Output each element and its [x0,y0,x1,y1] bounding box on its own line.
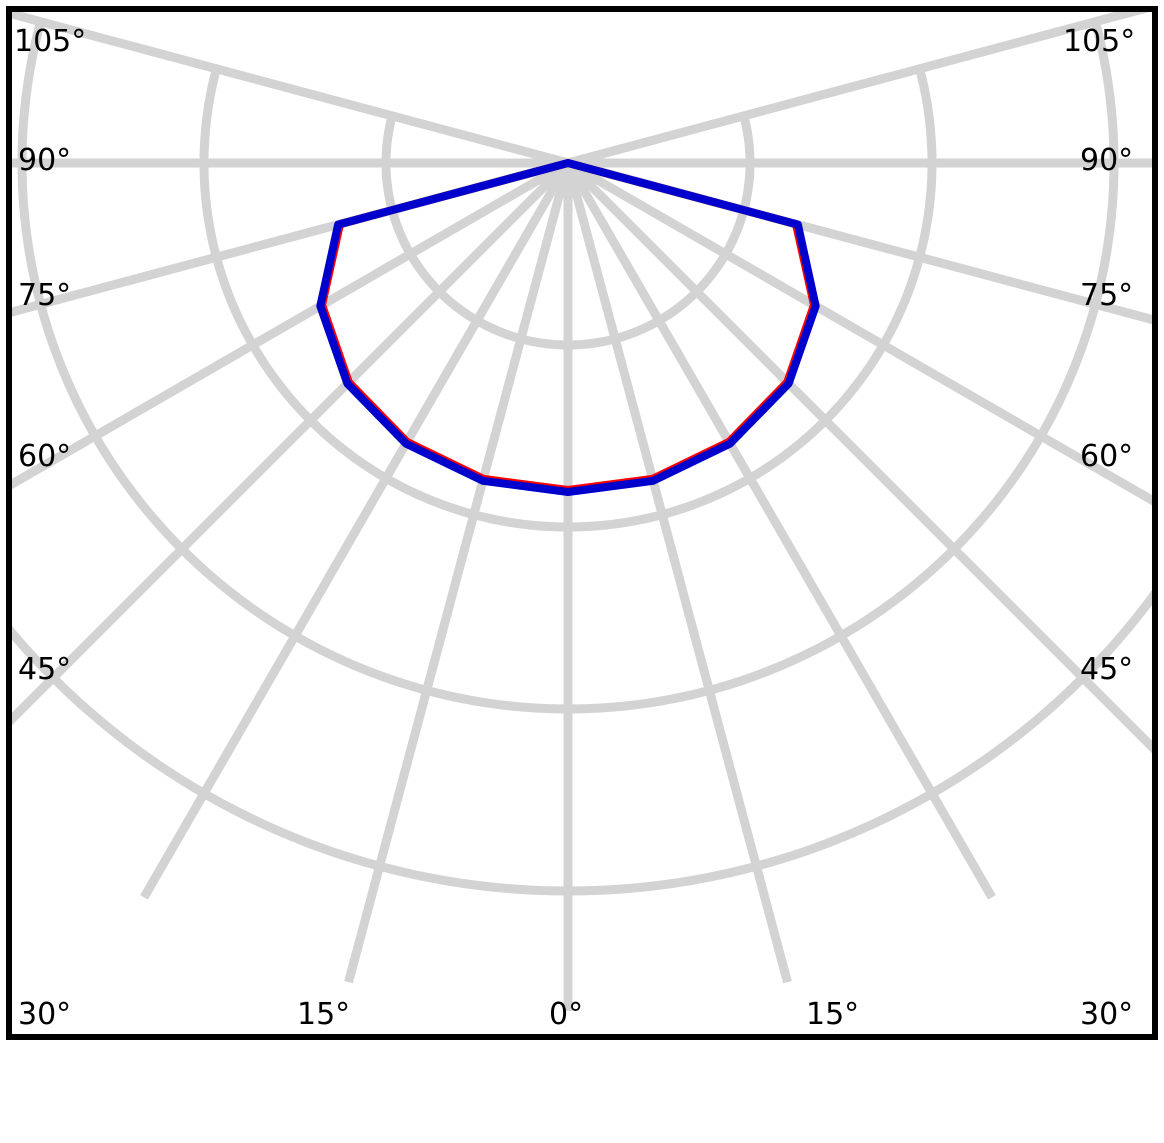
axis-label-left-30: 30° [18,997,72,1032]
polar-grid [12,12,1152,1011]
axis-label-right-105: 105° [1063,24,1136,59]
axis-label-left-105: 105° [14,24,87,59]
axis-label-left-90: 90° [18,143,72,178]
axis-label-right-45: 45° [1080,652,1134,687]
axis-label-right-60: 60° [1080,439,1134,474]
axis-label-right-30: 30° [1080,997,1134,1032]
axis-label-left-75: 75° [18,278,72,313]
axis-label-bottom-15-right: 15° [806,997,860,1032]
axis-label-left-60: 60° [18,439,72,474]
axis-label-right-75: 75° [1080,278,1134,313]
axis-label-bottom-15-left: 15° [297,997,351,1032]
chart-footer: cd/klm η = 100% C0 - C180 C90 - C270 [0,1040,1164,1143]
axis-label-right-90: 90° [1080,143,1134,178]
curve-c90-c270 [316,159,820,496]
distribution-curves [316,159,820,496]
axis-label-bottom-0: 0° [549,997,584,1032]
axis-label-left-45: 45° [18,652,72,687]
